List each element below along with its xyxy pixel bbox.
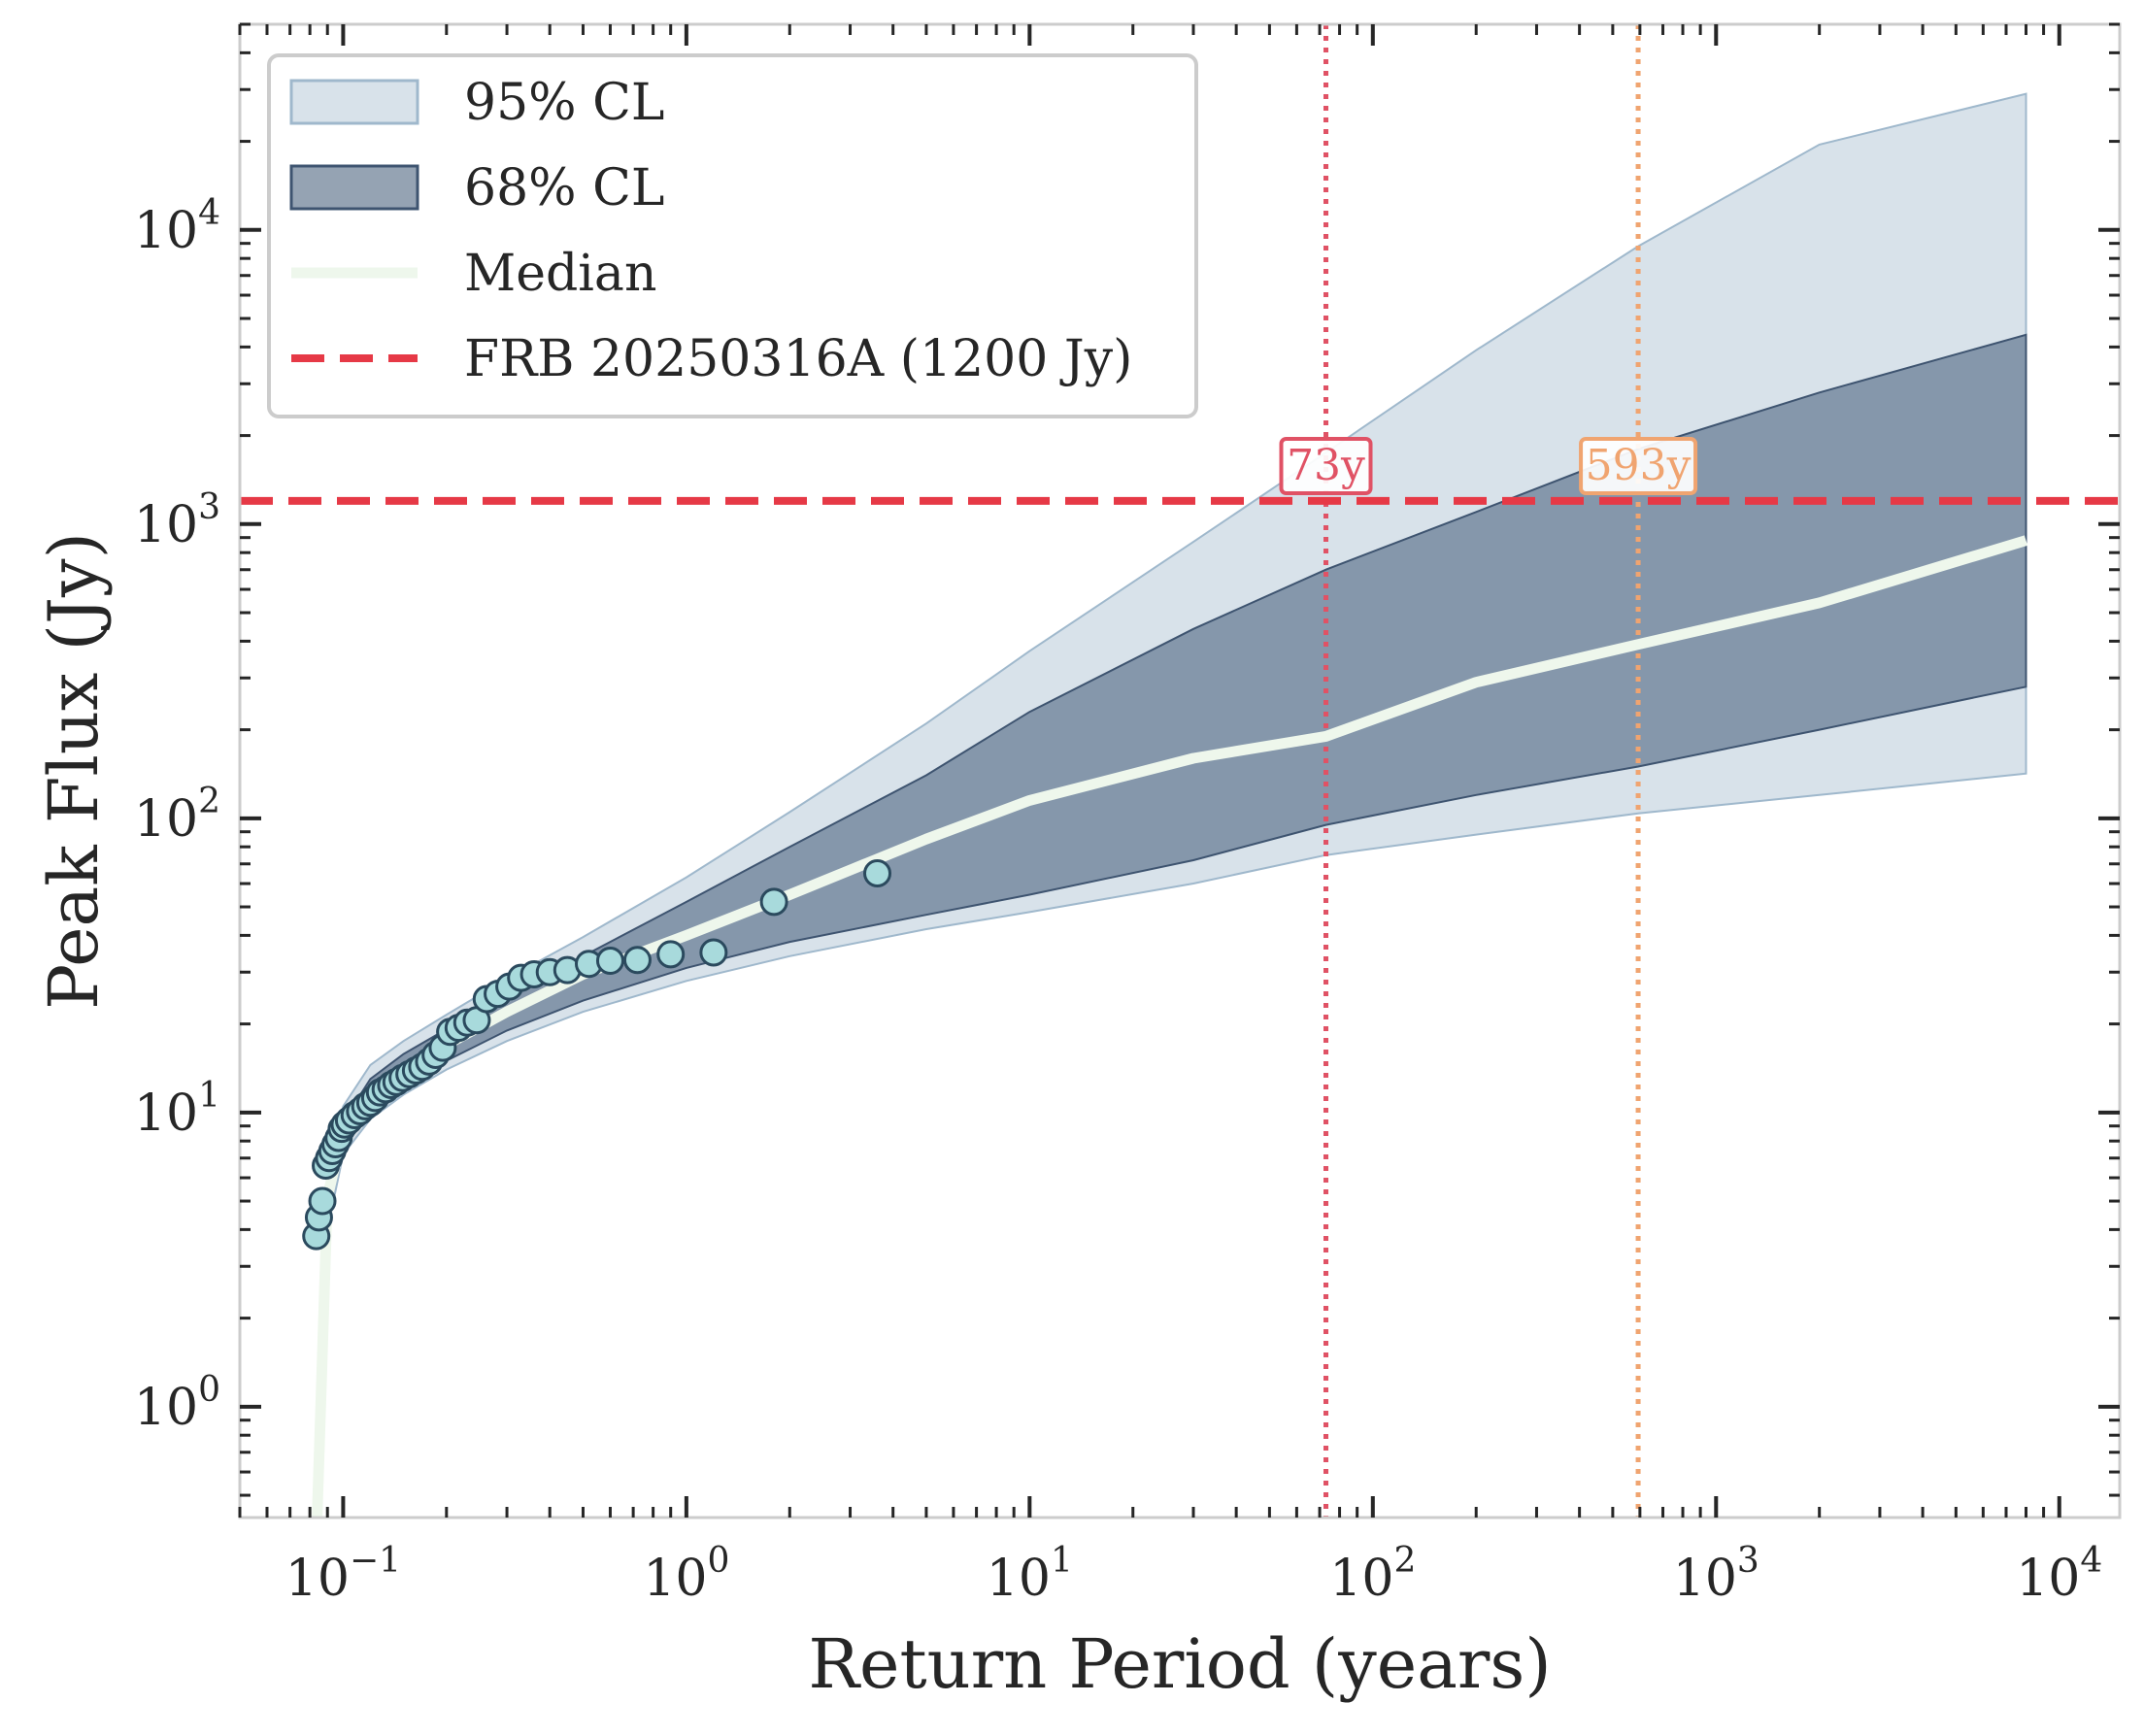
plot-frame [238,22,2122,1519]
y-tick-label: 102 [134,782,220,849]
scatter-point [595,947,624,976]
legend-label-threshold: FRB 20250316A (1200 Jy) [464,330,1132,388]
scatter-point [759,887,788,917]
legend-label-68: 68% CL [464,159,664,217]
y-tick-label: 101 [134,1076,220,1143]
scatter-point [656,940,686,969]
axes-frame [238,22,2122,1519]
legend-label-median: Median [464,245,656,303]
x-axis-title: Return Period (years) [808,1624,1551,1704]
x-tick-label: 101 [987,1541,1073,1608]
scatter-point [622,946,652,975]
band-68 [316,333,2027,1518]
marker-label-0: 73y [1287,441,1365,490]
scatter-point [863,859,892,888]
legend-swatch-95 [289,79,419,125]
x-tick-label: 102 [1329,1541,1416,1608]
x-tick-label: 103 [1673,1541,1759,1608]
marker-labels: 73y 593y [1279,437,1698,495]
x-tick-label: 10−1 [285,1541,401,1608]
y-tick-label: 103 [134,487,220,554]
legend-box [267,53,1198,418]
y-axis-title: Peak Flux (Jy) [34,532,114,1010]
y-tick-label: 104 [134,193,220,260]
marker-box-0 [1279,437,1373,495]
legend: 95% CL 68% CL Median FRB 20250316A (1200… [267,53,1198,418]
y-tick-label: 100 [134,1370,220,1437]
x-tick-label: 100 [643,1541,729,1608]
scatter-point [308,1186,337,1216]
marker-label-1: 593y [1586,441,1692,490]
legend-label-95: 95% CL [464,74,664,132]
marker-box-1 [1579,437,1698,495]
axis-titles: Return Period (years) Peak Flux (Jy) [34,532,1552,1704]
scatter-point [699,938,728,967]
x-tick-label: 104 [2016,1541,2102,1608]
scatter-points [302,859,892,1251]
legend-swatch-68 [289,164,419,211]
axis-ticks: 10−1 100 101 102 103 104 100 101 102 103 104 [134,22,2120,1608]
reference-lines [240,24,2120,1518]
